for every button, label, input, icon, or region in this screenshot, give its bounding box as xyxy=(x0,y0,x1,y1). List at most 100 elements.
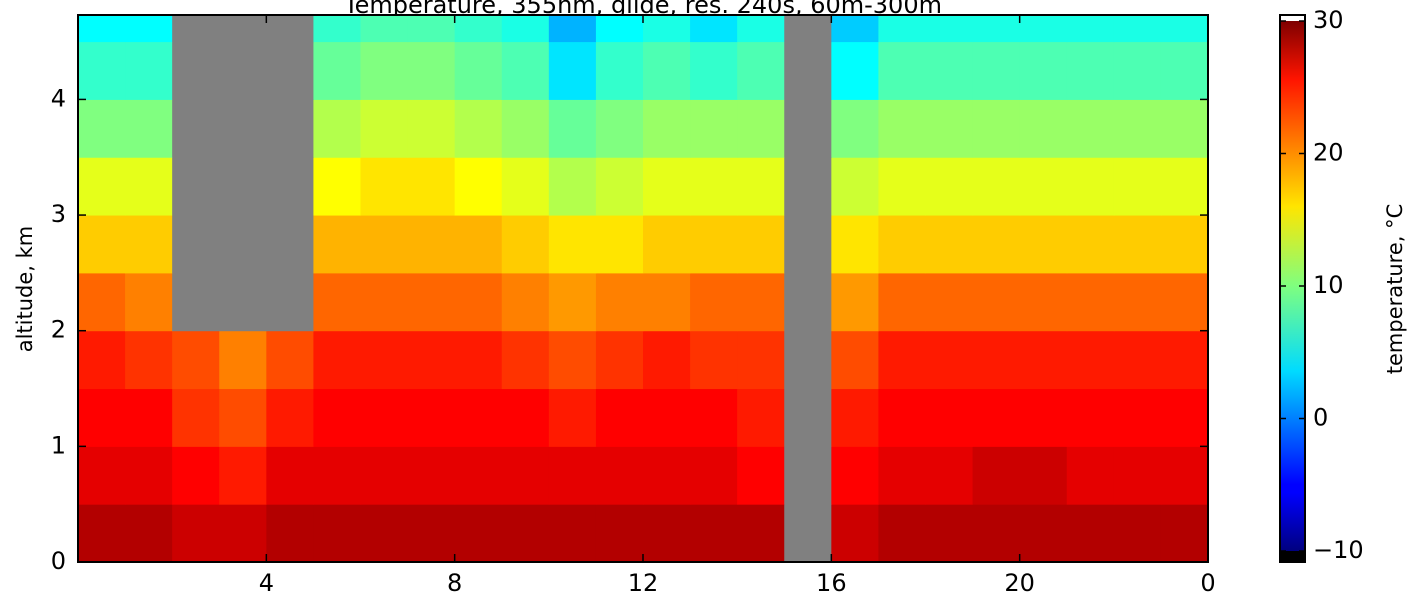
heatmap-cell xyxy=(313,388,361,447)
heatmap-cell xyxy=(925,388,974,447)
heatmap-cell xyxy=(125,446,173,505)
heatmap-cell xyxy=(172,272,220,332)
heatmap-cell xyxy=(548,157,597,216)
heatmap-cell xyxy=(360,330,409,390)
heatmap-cell xyxy=(878,504,926,563)
heatmap-cell xyxy=(313,330,361,390)
heatmap-cell xyxy=(972,504,1021,563)
heatmap-cell xyxy=(737,215,785,274)
heatmap-cell xyxy=(595,388,644,447)
heatmap-cell xyxy=(454,446,503,505)
heatmap-cell xyxy=(595,215,644,274)
heatmap-cell xyxy=(972,41,1021,100)
heatmap-cell xyxy=(454,215,503,274)
heatmap-cell xyxy=(407,15,456,43)
heatmap-cell xyxy=(172,504,220,563)
heatmap-cell xyxy=(878,157,926,216)
heatmap-cell xyxy=(1066,446,1115,505)
heatmap-cell xyxy=(1160,15,1209,43)
heatmap-cell xyxy=(690,157,738,216)
heatmap-cell xyxy=(925,157,974,216)
heatmap-cell xyxy=(219,388,267,447)
y-tick-label: 4 xyxy=(51,84,66,112)
heatmap-cell xyxy=(360,388,409,447)
heatmap-cell xyxy=(737,157,785,216)
heatmap-cell xyxy=(219,215,267,274)
heatmap-cell xyxy=(266,330,314,390)
heatmap-cell xyxy=(1113,41,1162,100)
heatmap-cell xyxy=(878,15,926,43)
heatmap-cell xyxy=(1019,330,1068,390)
heatmap-cell xyxy=(643,41,691,100)
heatmap-cell xyxy=(360,99,409,158)
heatmap-cell xyxy=(925,15,974,43)
heatmap-cell xyxy=(266,41,314,100)
heatmap-cell xyxy=(1019,99,1068,158)
heatmap-cell xyxy=(595,99,644,158)
heatmap-cell xyxy=(1160,157,1209,216)
heatmap-cell xyxy=(360,272,409,332)
heatmap-cell xyxy=(690,215,738,274)
heatmap-cell xyxy=(501,388,550,447)
heatmap-cell xyxy=(690,504,738,563)
heatmap-cell xyxy=(690,388,738,447)
heatmap-cell xyxy=(219,41,267,100)
heatmap-cell xyxy=(1113,330,1162,390)
heatmap-cell xyxy=(501,41,550,100)
heatmap-cell xyxy=(454,272,503,332)
heatmap-cell xyxy=(643,99,691,158)
heatmap-cell xyxy=(737,99,785,158)
heatmap-cell xyxy=(1066,330,1115,390)
heatmap-cell xyxy=(784,388,832,447)
heatmap-cell xyxy=(454,99,503,158)
colorbar-tick-label: 30 xyxy=(1313,6,1344,34)
heatmap-cell xyxy=(501,99,550,158)
heatmap-cell xyxy=(313,15,361,43)
heatmap-cell xyxy=(219,446,267,505)
heatmap-cell xyxy=(454,330,503,390)
heatmap-cell xyxy=(1113,157,1162,216)
heatmap xyxy=(78,15,1209,563)
colorbar-under xyxy=(1280,551,1305,562)
heatmap-cell xyxy=(925,99,974,158)
heatmap-cell xyxy=(219,272,267,332)
heatmap-cell xyxy=(501,157,550,216)
heatmap-cell xyxy=(831,41,879,100)
heatmap-cell xyxy=(878,215,926,274)
heatmap-cell xyxy=(1066,504,1115,563)
heatmap-cell xyxy=(925,272,974,332)
heatmap-cell xyxy=(831,446,879,505)
heatmap-cell xyxy=(172,15,220,43)
heatmap-cell xyxy=(643,388,691,447)
heatmap-cell xyxy=(1066,272,1115,332)
heatmap-cell xyxy=(407,272,456,332)
heatmap-cell xyxy=(784,504,832,563)
heatmap-cell xyxy=(313,215,361,274)
heatmap-cell xyxy=(172,388,220,447)
heatmap-cell xyxy=(784,446,832,505)
y-tick-label: 1 xyxy=(51,431,66,459)
x-tick-label: 16 xyxy=(816,569,847,597)
heatmap-cell xyxy=(125,41,173,100)
heatmap-cell xyxy=(548,272,597,332)
heatmap-cell xyxy=(595,272,644,332)
heatmap-cell xyxy=(690,446,738,505)
heatmap-cell xyxy=(266,99,314,158)
heatmap-cell xyxy=(219,330,267,390)
heatmap-cell xyxy=(1160,330,1209,390)
heatmap-cell xyxy=(831,157,879,216)
heatmap-cell xyxy=(454,388,503,447)
heatmap-cell xyxy=(360,15,409,43)
heatmap-cell xyxy=(78,388,126,447)
heatmap-cell xyxy=(925,330,974,390)
heatmap-cell xyxy=(313,504,361,563)
heatmap-cell xyxy=(172,99,220,158)
heatmap-cell xyxy=(1019,446,1068,505)
heatmap-cell xyxy=(172,41,220,100)
heatmap-cell xyxy=(1160,41,1209,100)
heatmap-cell xyxy=(501,272,550,332)
heatmap-cell xyxy=(831,330,879,390)
heatmap-cell xyxy=(737,272,785,332)
heatmap-cell xyxy=(548,446,597,505)
heatmap-cell xyxy=(266,215,314,274)
